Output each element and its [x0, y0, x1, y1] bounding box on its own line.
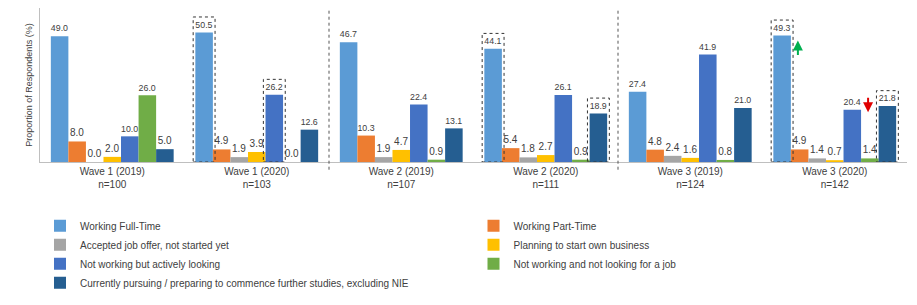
svg-text:27.4: 27.4	[629, 79, 646, 89]
svg-text:Not working and not looking fo: Not working and not looking for a job	[514, 259, 677, 270]
svg-text:10.3: 10.3	[357, 123, 374, 133]
svg-text:Currently pursuing / preparing: Currently pursuing / preparing to commen…	[80, 278, 409, 289]
svg-text:1.9: 1.9	[232, 143, 246, 154]
svg-text:18.9: 18.9	[590, 101, 607, 111]
svg-text:26.2: 26.2	[266, 82, 283, 92]
svg-text:8.0: 8.0	[70, 127, 84, 138]
svg-text:10.0: 10.0	[121, 124, 138, 134]
svg-text:2.4: 2.4	[666, 142, 680, 153]
svg-text:21.8: 21.8	[879, 93, 896, 103]
svg-text:1.4: 1.4	[810, 144, 824, 155]
svg-text:49.3: 49.3	[773, 23, 790, 33]
svg-text:Planning to start own business: Planning to start own business	[514, 240, 650, 251]
svg-text:26.1: 26.1	[555, 82, 572, 92]
svg-text:0.0: 0.0	[88, 148, 102, 159]
svg-text:22.4: 22.4	[410, 92, 427, 102]
svg-text:0.9: 0.9	[574, 146, 588, 157]
svg-text:44.1: 44.1	[484, 36, 501, 46]
svg-text:46.7: 46.7	[340, 29, 357, 39]
svg-text:0.8: 0.8	[718, 146, 732, 157]
svg-text:2.0: 2.0	[105, 143, 119, 154]
svg-text:Not working but actively looki: Not working but actively looking	[80, 259, 220, 270]
svg-text:Wave 2 (2019)n=107: Wave 2 (2019)n=107	[369, 166, 434, 190]
svg-text:4.9: 4.9	[792, 135, 806, 146]
svg-text:2.7: 2.7	[539, 141, 553, 152]
svg-text:4.7: 4.7	[394, 136, 408, 147]
svg-text:4.8: 4.8	[648, 136, 662, 147]
svg-text:Wave 1 (2020)n=103: Wave 1 (2020)n=103	[224, 166, 289, 190]
svg-text:4.9: 4.9	[214, 135, 228, 146]
svg-text:5.4: 5.4	[503, 134, 517, 145]
svg-text:41.9: 41.9	[699, 42, 716, 52]
svg-text:Wave 3 (2020)n=142: Wave 3 (2020)n=142	[802, 166, 867, 190]
svg-text:Working Full-Time: Working Full-Time	[80, 221, 161, 232]
svg-text:1.9: 1.9	[377, 143, 391, 154]
svg-text:0.0: 0.0	[285, 148, 299, 159]
svg-text:Proportion of Respondents (%): Proportion of Respondents (%)	[24, 23, 34, 147]
svg-text:Wave 3 (2019)n=124: Wave 3 (2019)n=124	[658, 166, 723, 190]
svg-text:Wave 2 (2020)n=111: Wave 2 (2020)n=111	[513, 166, 578, 190]
svg-text:21.0: 21.0	[734, 95, 751, 105]
svg-text:3.9: 3.9	[250, 138, 264, 149]
svg-text:20.4: 20.4	[844, 97, 861, 107]
svg-text:5.0: 5.0	[158, 135, 172, 146]
svg-text:0.9: 0.9	[429, 146, 443, 157]
svg-text:0.7: 0.7	[828, 146, 842, 157]
svg-text:Accepted job offer, not starte: Accepted job offer, not started yet	[80, 240, 229, 251]
svg-text:1.8: 1.8	[521, 143, 535, 154]
svg-text:Wave 1 (2019)n=100: Wave 1 (2019)n=100	[80, 166, 145, 190]
svg-text:Working Part-Time: Working Part-Time	[514, 221, 597, 232]
svg-text:13.1: 13.1	[445, 116, 462, 126]
svg-text:26.0: 26.0	[139, 83, 156, 93]
svg-text:1.6: 1.6	[683, 144, 697, 155]
svg-text:1.4: 1.4	[863, 144, 877, 155]
svg-text:49.0: 49.0	[51, 23, 68, 33]
svg-text:50.5: 50.5	[195, 20, 212, 30]
svg-text:12.6: 12.6	[301, 117, 318, 127]
